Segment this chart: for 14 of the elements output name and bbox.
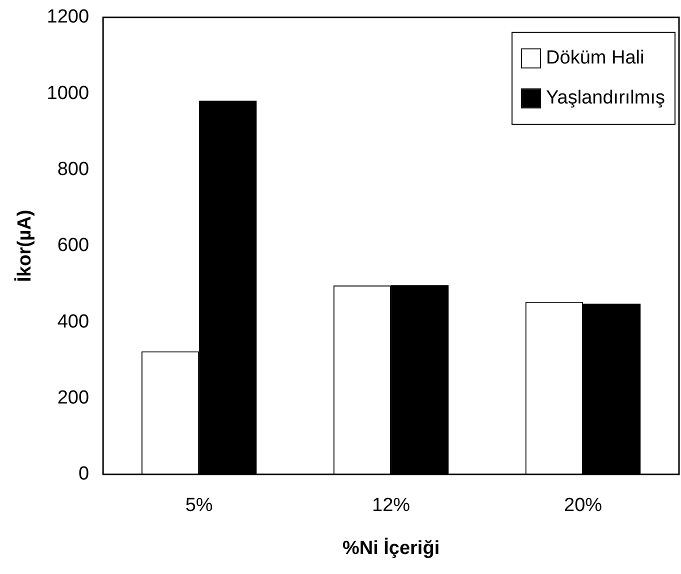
x-tick-label: 5% [185,495,213,516]
legend-label: Döküm Hali [546,48,644,69]
legend-label: Yaşlandırılmış [546,88,666,109]
y-tick-label: 200 [57,387,90,408]
x-tick-label: 12% [372,495,410,516]
x-axis-title: %Ni İçeriği [342,536,440,559]
y-tick-label: 800 [57,158,90,180]
y-axis-title: İkor(µA) [14,210,36,282]
y-tick-label: 600 [57,235,90,256]
y-tick-label: 400 [57,311,90,332]
y-tick-label: 1000 [46,82,90,104]
y-tick-label: 0 [78,464,90,485]
x-tick-label: 20% [564,495,602,516]
y-tick-label: 1200 [46,6,90,28]
